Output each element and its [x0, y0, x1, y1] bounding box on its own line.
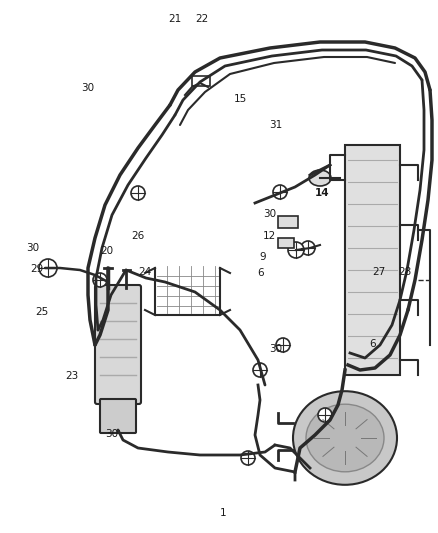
Circle shape — [301, 241, 315, 255]
Circle shape — [318, 408, 332, 422]
Text: 28: 28 — [399, 267, 412, 277]
Text: 26: 26 — [131, 231, 145, 240]
Text: 30: 30 — [26, 243, 39, 253]
FancyBboxPatch shape — [95, 285, 141, 404]
Text: 30: 30 — [81, 83, 94, 93]
Text: 24: 24 — [138, 267, 151, 277]
Circle shape — [253, 363, 267, 377]
Circle shape — [273, 185, 287, 199]
Text: 29: 29 — [31, 264, 44, 274]
Ellipse shape — [309, 170, 331, 186]
FancyBboxPatch shape — [100, 399, 136, 433]
Circle shape — [39, 259, 57, 277]
Text: 14: 14 — [314, 188, 329, 198]
Bar — [278, 238, 294, 248]
Text: 21: 21 — [169, 14, 182, 23]
Text: 15: 15 — [234, 94, 247, 103]
Text: 30: 30 — [263, 209, 276, 219]
Text: 30: 30 — [105, 430, 118, 439]
Bar — [278, 216, 298, 228]
Bar — [192, 76, 210, 86]
Text: 6: 6 — [257, 268, 264, 278]
Circle shape — [131, 186, 145, 200]
Bar — [345, 145, 400, 375]
Text: 23: 23 — [66, 371, 79, 381]
Circle shape — [241, 451, 255, 465]
Text: 1: 1 — [220, 508, 227, 518]
Text: 25: 25 — [35, 307, 48, 317]
Text: 22: 22 — [195, 14, 208, 23]
Text: 31: 31 — [269, 120, 283, 130]
Circle shape — [93, 273, 107, 287]
Circle shape — [288, 242, 304, 258]
Text: 12: 12 — [263, 231, 276, 240]
Text: 9: 9 — [259, 252, 266, 262]
Ellipse shape — [293, 391, 397, 485]
Text: 27: 27 — [372, 267, 385, 277]
Text: 30: 30 — [269, 344, 283, 354]
Circle shape — [276, 338, 290, 352]
Ellipse shape — [306, 404, 384, 472]
Text: 20: 20 — [101, 246, 114, 255]
Text: 6: 6 — [369, 339, 376, 349]
